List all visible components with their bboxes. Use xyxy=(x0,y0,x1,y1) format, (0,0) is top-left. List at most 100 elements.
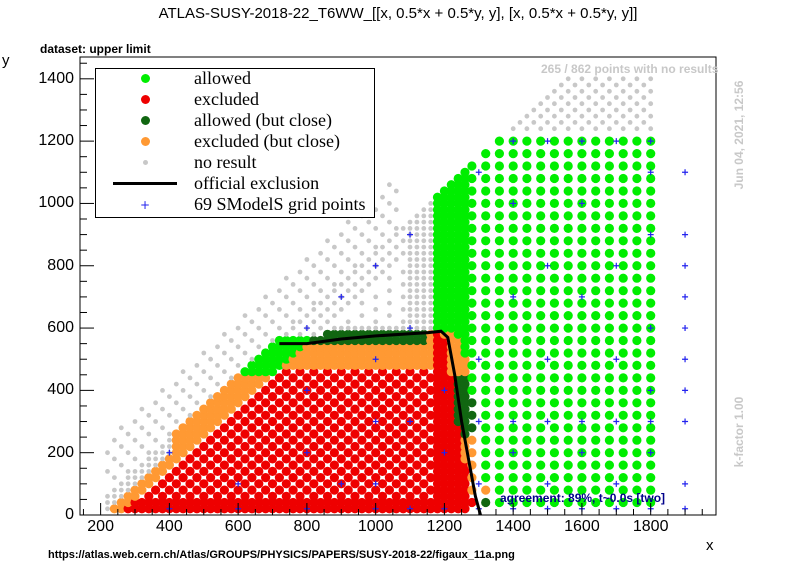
point-excluded-close xyxy=(137,485,147,495)
point-excluded xyxy=(226,454,236,464)
point-no-result xyxy=(600,120,605,125)
point-allowed xyxy=(508,286,518,296)
point-allowed xyxy=(432,304,443,314)
point-no-result xyxy=(215,363,220,368)
point-excluded xyxy=(364,367,374,377)
point-excluded xyxy=(343,423,353,433)
point-allowed xyxy=(604,360,615,370)
point-no-result xyxy=(600,107,605,113)
point-allowed xyxy=(646,186,656,196)
point-excluded xyxy=(130,504,140,514)
point-no-result xyxy=(373,226,379,231)
point-no-result xyxy=(242,331,248,337)
point-excluded xyxy=(309,367,319,377)
point-no-result xyxy=(201,350,207,356)
point-allowed xyxy=(646,149,656,159)
point-excluded xyxy=(419,441,429,452)
point-excluded xyxy=(226,491,236,501)
point-no-result xyxy=(641,82,647,88)
point-excluded xyxy=(137,497,147,508)
point-excluded xyxy=(267,454,278,464)
point-excluded xyxy=(467,497,477,508)
y-tick-label: 200 xyxy=(47,443,74,461)
point-no-result xyxy=(387,182,392,188)
point-excluded xyxy=(261,385,271,395)
point-allowed xyxy=(460,304,470,314)
point-excluded-close xyxy=(212,404,223,414)
point-allowed xyxy=(453,205,463,215)
point-no-result xyxy=(297,269,303,275)
point-excluded xyxy=(281,367,291,377)
point-allowed xyxy=(646,423,656,433)
point-excluded xyxy=(405,479,415,489)
point-excluded-close xyxy=(185,423,195,433)
point-no-result xyxy=(428,275,434,281)
grid-point xyxy=(338,480,345,487)
point-allowed xyxy=(632,311,642,321)
point-allowed xyxy=(632,448,642,458)
x-tick-label: 1000 xyxy=(357,518,394,535)
point-allowed xyxy=(439,304,449,314)
point-excluded xyxy=(371,398,381,408)
point-no-result xyxy=(359,250,365,256)
point-allowed xyxy=(604,261,615,271)
point-excluded xyxy=(247,423,257,433)
point-excluded xyxy=(316,448,326,458)
point-no-result xyxy=(132,475,138,480)
point-excluded xyxy=(350,454,360,464)
point-excluded xyxy=(377,441,388,452)
point-no-result xyxy=(414,232,420,238)
point-excluded xyxy=(384,448,394,458)
point-allowed xyxy=(522,373,532,383)
point-no-result xyxy=(407,319,413,325)
point-allowed xyxy=(481,261,491,271)
point-allowed xyxy=(494,435,504,445)
point-no-result xyxy=(352,244,358,250)
point-allowed xyxy=(618,423,628,433)
point-no-result xyxy=(634,88,640,94)
point-no-result xyxy=(421,263,427,269)
point-excluded xyxy=(164,473,174,483)
point-no-result xyxy=(510,126,516,132)
point-allowed xyxy=(604,398,615,408)
legend-item-grid: + 69 SModelS grid points xyxy=(139,194,366,214)
point-no-result xyxy=(421,300,427,306)
point-excluded xyxy=(233,448,243,458)
point-allowed-close xyxy=(322,329,333,339)
grid-point xyxy=(682,262,689,269)
point-excluded xyxy=(254,454,264,464)
point-excluded xyxy=(364,454,374,464)
agreement-note: agreement: 89%, t~0.0s [two] xyxy=(500,491,666,505)
point-excluded xyxy=(419,379,429,389)
point-excluded xyxy=(254,429,264,439)
grid-point xyxy=(441,449,448,456)
point-no-result xyxy=(325,319,330,325)
point-no-result xyxy=(421,269,427,275)
point-no-result xyxy=(139,469,145,474)
point-no-result xyxy=(297,331,303,337)
point-excluded xyxy=(439,466,449,476)
point-no-result xyxy=(242,313,248,318)
point-allowed xyxy=(494,335,504,346)
point-allowed xyxy=(508,173,518,184)
point-no-result xyxy=(118,425,124,431)
point-allowed xyxy=(604,149,615,159)
point-no-result xyxy=(538,126,544,132)
point-allowed xyxy=(591,273,601,283)
grid-point xyxy=(407,418,414,425)
point-excluded xyxy=(281,491,291,501)
point-excluded xyxy=(212,466,223,476)
point-allowed xyxy=(591,286,601,296)
point-excluded xyxy=(267,429,278,439)
point-excluded xyxy=(329,385,339,395)
point-excluded xyxy=(377,491,388,501)
point-excluded xyxy=(391,504,401,514)
point-no-result xyxy=(338,307,344,312)
point-allowed xyxy=(522,435,532,445)
point-excluded xyxy=(371,423,381,433)
grid-point xyxy=(544,262,551,269)
point-allowed xyxy=(604,323,615,333)
point-excluded xyxy=(233,435,243,445)
point-no-result xyxy=(380,194,385,200)
point-excluded xyxy=(419,454,429,464)
